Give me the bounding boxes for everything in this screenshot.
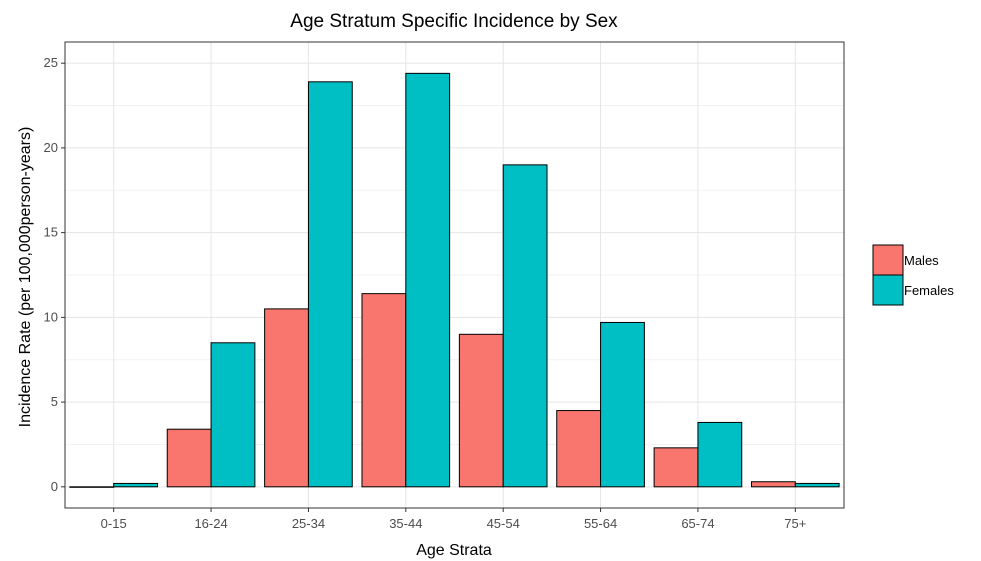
bar-females-0-15 — [113, 482, 159, 488]
x-tick-label: 35-44 — [389, 516, 422, 531]
legend-key-males — [872, 244, 904, 276]
legend-label-males: Males — [904, 253, 939, 268]
legend-key-females — [872, 274, 904, 306]
bar-males-0-15 — [69, 486, 115, 488]
x-tick-label: 45-54 — [487, 516, 520, 531]
plot-panel — [64, 41, 845, 509]
y-axis-title: Incidence Rate (per 100,000person-years) — [17, 127, 34, 428]
bar-males-65-74 — [653, 447, 699, 488]
bar-males-35-44 — [361, 293, 407, 488]
x-axis-title: Age Strata — [416, 542, 492, 559]
bar-females-25-34 — [307, 81, 353, 488]
x-tick-label: 55-64 — [584, 516, 617, 531]
bar-females-45-54 — [502, 164, 548, 488]
y-tick-label: 20 — [44, 140, 58, 155]
panel-border — [64, 41, 845, 509]
bar-males-55-64 — [556, 410, 602, 488]
bar-males-25-34 — [264, 308, 309, 488]
bar-females-65-74 — [697, 421, 743, 488]
bar-females-55-64 — [600, 321, 645, 488]
y-tick-label: 15 — [44, 225, 58, 240]
bar-females-16-24 — [210, 342, 256, 488]
legend: Males Females — [872, 244, 954, 306]
y-tick-label: 5 — [51, 394, 58, 409]
y-tick-label: 25 — [44, 55, 58, 70]
bar-females-35-44 — [405, 72, 451, 488]
bar-males-16-24 — [166, 428, 212, 488]
legend-label-females: Females — [904, 283, 954, 298]
x-tick-label: 65-74 — [681, 516, 714, 531]
chart-title: Age Stratum Specific Incidence by Sex — [290, 11, 618, 32]
bar-males-75+ — [750, 481, 796, 488]
x-tick-label: 0-15 — [101, 516, 127, 531]
x-tick-label: 16-24 — [194, 516, 227, 531]
y-tick-label: 10 — [44, 309, 58, 324]
x-tick-label: 25-34 — [292, 516, 325, 531]
bar-males-45-54 — [458, 333, 504, 488]
x-tick-label: 75+ — [784, 516, 806, 531]
bar-females-75+ — [794, 482, 840, 488]
y-tick-label: 0 — [51, 479, 58, 494]
